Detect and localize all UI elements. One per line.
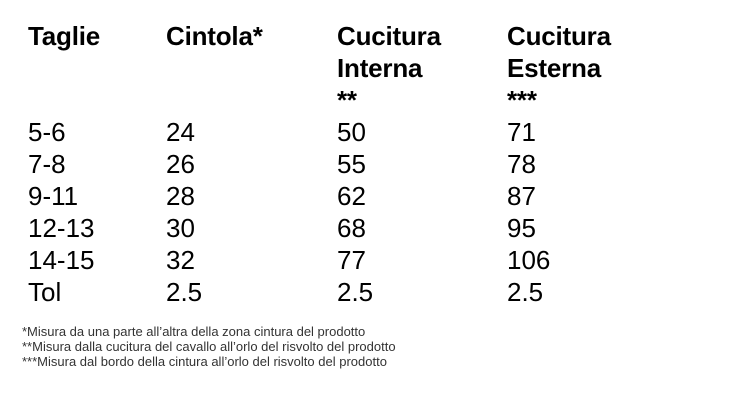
size-label: 12-13 <box>28 213 95 243</box>
cintola-tolerance: 2.5 <box>166 277 203 307</box>
cucitura-interna-value: 68 <box>337 213 366 243</box>
size-chart-page: Taglie Cintola* Cucitura Interna ** Cuci… <box>22 20 755 369</box>
cintola-value: 32 <box>166 245 195 275</box>
cintola-value: 24 <box>166 117 195 147</box>
cucitura-esterna-value: 106 <box>507 245 551 275</box>
cucitura-esterna-value: 95 <box>507 213 536 243</box>
cucitura-interna-value: 77 <box>337 245 366 275</box>
size-label: 14-15 <box>28 245 95 275</box>
size-chart-table: Taglie Cintola* Cucitura Interna ** Cuci… <box>28 20 755 308</box>
cucitura-esterna-value: 78 <box>507 149 536 179</box>
tolerance-label: Tol <box>28 277 62 307</box>
size-label: 9-11 <box>28 181 79 211</box>
cucitura-interna-tolerance: 2.5 <box>337 277 374 307</box>
cintola-value: 30 <box>166 213 195 243</box>
cucitura-interna-value: 50 <box>337 117 366 147</box>
cucitura-esterna-value: 71 <box>507 117 536 147</box>
column-header-cucitura-esterna: Cucitura Esterna *** <box>507 21 611 115</box>
footnote-cintola: *Misura da una parte all’altra della zon… <box>22 324 366 339</box>
cucitura-interna-value: 55 <box>337 149 366 179</box>
cucitura-esterna-tolerance: 2.5 <box>507 277 544 307</box>
footnote-cucitura-interna: **Misura dalla cucitura del cavallo all’… <box>22 339 396 354</box>
size-label: 7-8 <box>28 149 66 179</box>
column-header-cucitura-interna: Cucitura Interna ** <box>337 21 441 115</box>
cintola-value: 28 <box>166 181 195 211</box>
cucitura-interna-value: 62 <box>337 181 366 211</box>
size-label: 5-6 <box>28 117 66 147</box>
footnote-cucitura-esterna: ***Misura dal bordo della cintura all’or… <box>22 354 387 369</box>
column-header-taglie: Taglie <box>28 21 101 51</box>
column-header-cintola: Cintola* <box>166 21 263 51</box>
footnotes: *Misura da una parte all’altra della zon… <box>22 324 755 369</box>
cucitura-esterna-value: 87 <box>507 181 536 211</box>
cintola-value: 26 <box>166 149 195 179</box>
